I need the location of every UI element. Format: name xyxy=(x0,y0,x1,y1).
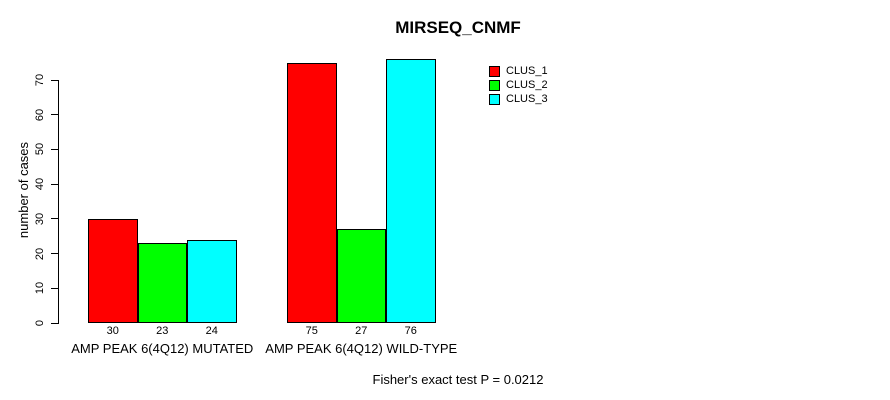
legend-item-clus-2: CLUS_2 xyxy=(489,80,548,91)
y-axis-tick xyxy=(51,114,58,116)
y-axis-tick xyxy=(51,322,58,324)
y-axis-line xyxy=(58,80,59,324)
legend-color-swatch xyxy=(489,66,500,77)
y-axis-tick xyxy=(51,218,58,220)
x-category-label: AMP PEAK 6(4Q12) MUTATED xyxy=(71,341,254,356)
y-axis-tick-label: 10 xyxy=(34,282,46,295)
annotation-text: Fisher's exact test P = 0.0212 xyxy=(372,372,544,387)
bar-clus-3-group2 xyxy=(386,59,436,323)
bar-clus-1-group1 xyxy=(88,218,138,323)
legend-item-clus-3: CLUS_3 xyxy=(489,94,548,105)
y-axis-tick-label: 20 xyxy=(34,247,46,260)
y-axis-tick xyxy=(51,253,58,255)
bar-value-label: 24 xyxy=(205,325,218,337)
y-axis-tick xyxy=(51,148,58,150)
y-axis-tick xyxy=(51,287,58,289)
bar-clus-1-group2 xyxy=(287,62,337,323)
y-axis-tick-label: 30 xyxy=(34,212,46,225)
y-axis-tick-label: 50 xyxy=(34,143,46,156)
y-axis-tick xyxy=(51,183,58,185)
chart-title: MIRSEQ_CNMF xyxy=(395,18,521,37)
bar-clus-3-group1 xyxy=(187,239,237,323)
y-axis-tick-label: 70 xyxy=(34,73,46,87)
y-axis-tick-label: 0 xyxy=(34,319,46,327)
legend-color-swatch xyxy=(489,80,500,91)
x-category-label: AMP PEAK 6(4Q12) WILD-TYPE xyxy=(265,341,458,356)
legend-label: CLUS_2 xyxy=(506,79,548,91)
bar-value-label: 75 xyxy=(305,325,318,337)
legend-label: CLUS_1 xyxy=(506,65,548,77)
bar-clus-2-group1 xyxy=(137,243,187,323)
y-axis-tick xyxy=(51,79,58,81)
bar-clus-2-group2 xyxy=(336,229,386,323)
legend-item-clus-1: CLUS_1 xyxy=(489,66,548,77)
bar-value-label: 23 xyxy=(156,325,169,337)
bar-value-label: 27 xyxy=(355,325,368,337)
legend-label: CLUS_3 xyxy=(506,93,548,105)
y-axis-tick-label: 60 xyxy=(34,108,46,121)
y-axis-label: number of cases xyxy=(16,141,31,239)
bar-value-label: 30 xyxy=(106,325,119,337)
legend: CLUS_1 CLUS_2 CLUS_3 xyxy=(489,66,548,108)
bar-value-label: 76 xyxy=(404,325,417,337)
y-axis-tick-label: 40 xyxy=(34,178,46,191)
legend-color-swatch xyxy=(489,94,500,105)
